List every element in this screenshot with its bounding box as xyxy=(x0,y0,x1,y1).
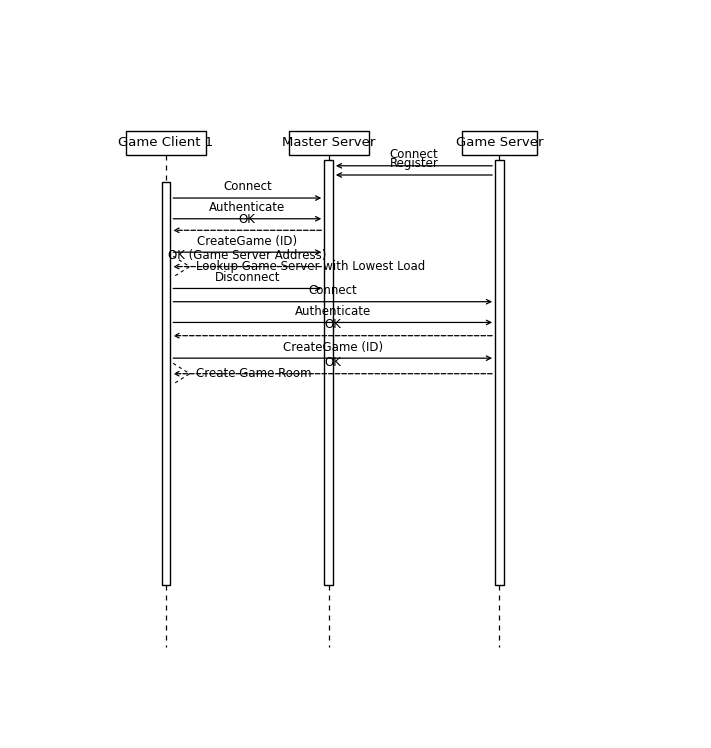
Bar xyxy=(324,160,333,585)
Text: Connect: Connect xyxy=(223,180,272,194)
Text: OK: OK xyxy=(324,318,341,331)
Text: OK (Game Server Address): OK (Game Server Address) xyxy=(168,249,326,262)
Text: Lookup Game Server with Lowest Load: Lookup Game Server with Lowest Load xyxy=(196,260,426,273)
Text: Register: Register xyxy=(390,157,439,171)
Bar xyxy=(289,131,368,155)
Bar xyxy=(161,182,171,585)
Text: Game Server: Game Server xyxy=(456,136,543,150)
Text: OK: OK xyxy=(239,212,256,226)
Text: Authenticate: Authenticate xyxy=(209,201,285,214)
Text: Authenticate: Authenticate xyxy=(294,305,371,318)
Text: Disconnect: Disconnect xyxy=(215,271,280,283)
Text: Connect: Connect xyxy=(390,148,439,161)
Text: Connect: Connect xyxy=(309,284,357,297)
Bar xyxy=(462,131,537,155)
Text: Create Game Room: Create Game Room xyxy=(196,367,312,380)
Text: CreateGame (ID): CreateGame (ID) xyxy=(197,235,297,248)
Text: Master Server: Master Server xyxy=(282,136,375,150)
Bar xyxy=(126,131,206,155)
Text: CreateGame (ID): CreateGame (ID) xyxy=(283,340,383,354)
Bar xyxy=(495,160,504,585)
Text: OK: OK xyxy=(324,356,341,369)
Text: Game Client 1: Game Client 1 xyxy=(119,136,213,150)
